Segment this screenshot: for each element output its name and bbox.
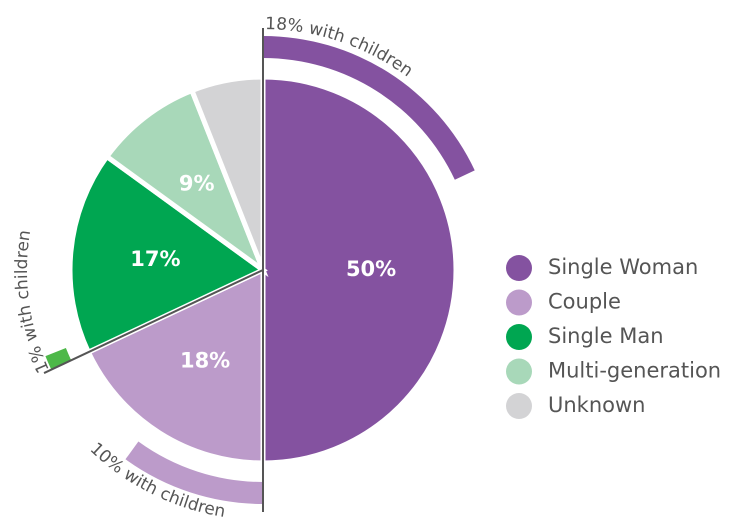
- legend-label: Unknown: [548, 393, 645, 417]
- legend-label: Multi-generation: [548, 359, 721, 383]
- children-annotation: 1% with children: [12, 229, 54, 376]
- legend-label: Couple: [548, 290, 621, 314]
- children-arc: [263, 36, 475, 180]
- legend-label: Single Woman: [548, 255, 698, 279]
- legend-swatch: [506, 255, 532, 281]
- legend-swatch: [506, 358, 532, 385]
- slice-label: 50%: [346, 257, 396, 281]
- slice-label: 9%: [179, 172, 215, 196]
- slice-label: 18%: [180, 348, 230, 372]
- legend-swatch: [506, 289, 532, 316]
- pie-slice: [67, 153, 268, 356]
- children-arc: [45, 348, 72, 370]
- pie-slice: [260, 74, 459, 466]
- legend-swatch: [506, 324, 532, 350]
- children-annotation-text: 1% with children: [12, 229, 54, 376]
- legend-swatch: [506, 393, 532, 419]
- pie-slice: [103, 87, 269, 278]
- legend-label: Single Man: [548, 324, 664, 348]
- pie-slice: [85, 266, 266, 466]
- slice-label: 17%: [130, 247, 180, 271]
- separator-line: [43, 269, 264, 374]
- children-arc: [125, 441, 263, 504]
